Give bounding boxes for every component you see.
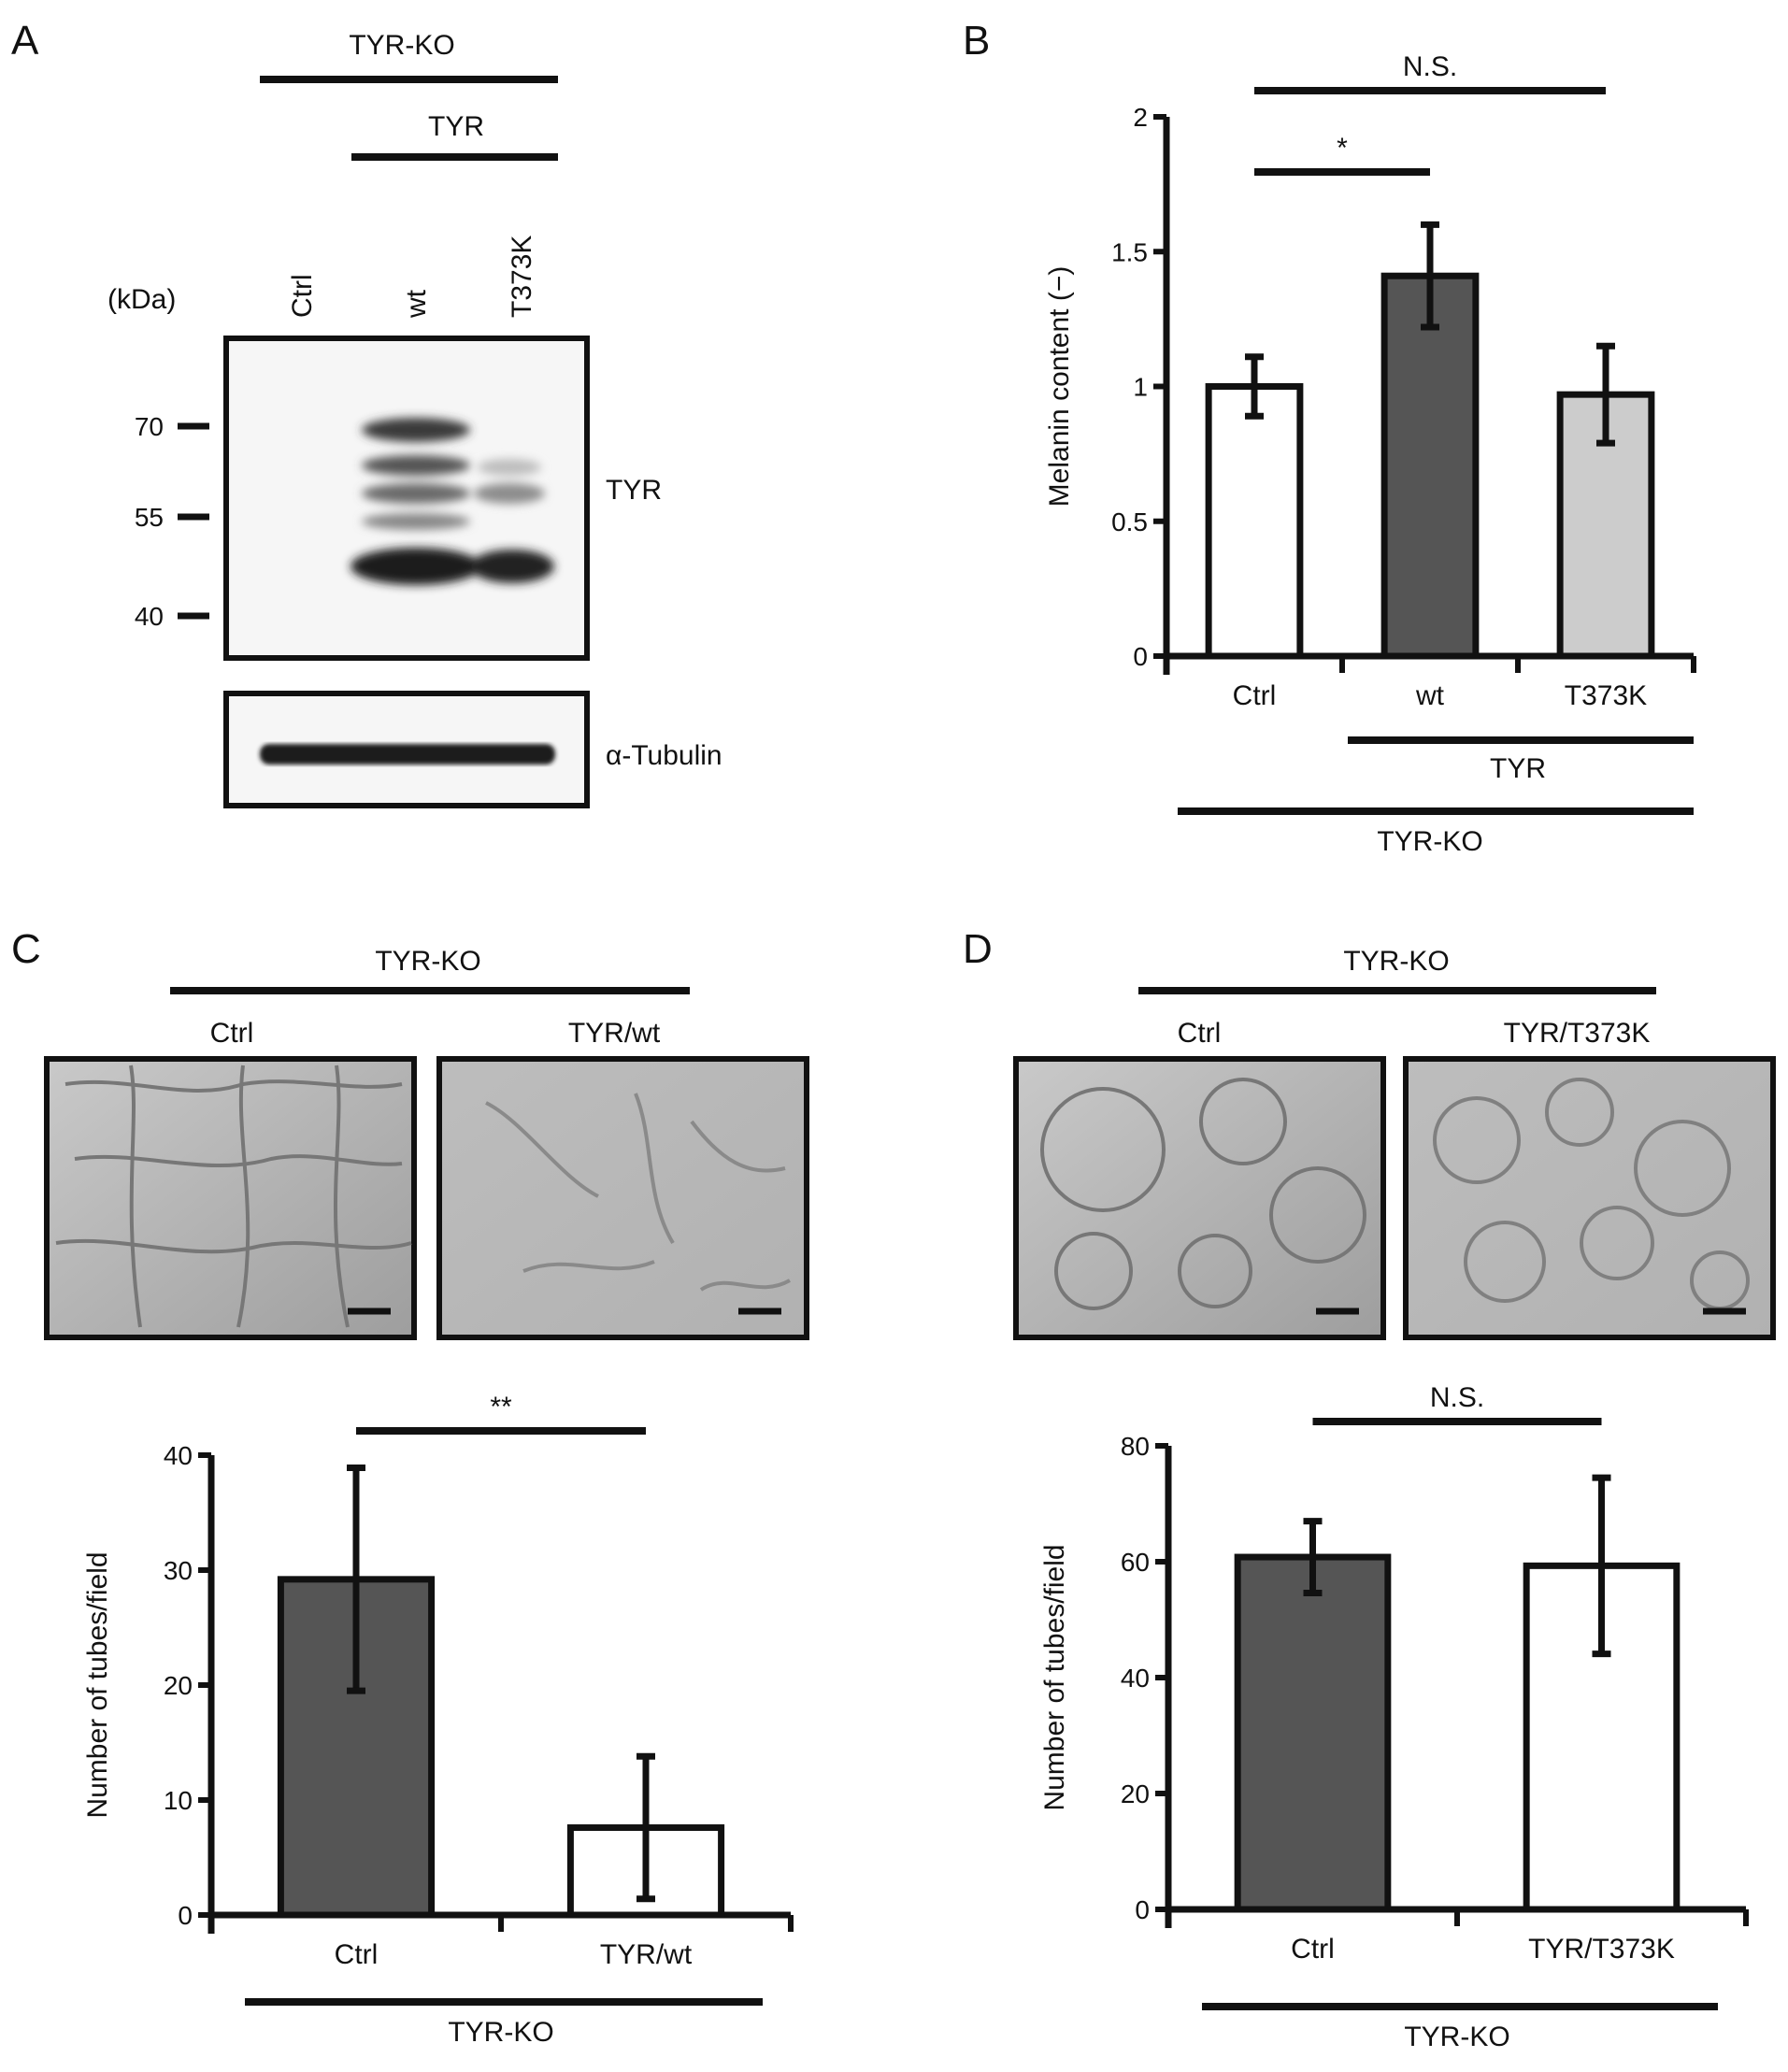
lane-label-wt: wt — [401, 289, 432, 319]
image-label-d-ctrl: Ctrl — [1178, 1018, 1222, 1049]
significance-label: ** — [490, 1392, 512, 1422]
category-label: Ctrl — [1233, 680, 1277, 711]
group-label-sub: TYR — [1490, 753, 1546, 784]
y-tick-label: 60 — [1121, 1548, 1150, 1577]
panel-letter-b: B — [963, 18, 990, 64]
y-tick-label: 1 — [1133, 373, 1148, 402]
y-tick-label: 0 — [1135, 1895, 1150, 1924]
bar — [1380, 272, 1480, 660]
panel-c: C TYR-KO Ctrl TYR/wt — [11, 926, 809, 2048]
micrograph-c-ctrl — [44, 1056, 417, 1340]
marker-label-55: 55 — [135, 503, 164, 532]
significance-label: N.S. — [1403, 51, 1457, 82]
tubulin-blot — [223, 691, 590, 808]
blot-label-tubulin: α-Tubulin — [606, 740, 722, 771]
y-tick-label: 40 — [164, 1441, 193, 1470]
chart-c: 0 10 20 30 40 Number of tubes/field Ctrl TYR/wt… — [82, 1392, 794, 2048]
panel-letter-c: C — [11, 926, 41, 972]
bar — [1205, 383, 1304, 660]
group-label-main: TYR-KO — [1377, 826, 1482, 857]
y-tick-label: 1.5 — [1111, 237, 1148, 266]
panel-letter-a: A — [11, 18, 39, 64]
group-label-tyr-ko: TYR-KO — [349, 30, 454, 61]
marker-label-70: 70 — [135, 412, 164, 441]
image-label-c-ctrl: Ctrl — [210, 1018, 254, 1049]
category-label: Ctrl — [1291, 1934, 1335, 1965]
category-label: wt — [1415, 680, 1445, 711]
y-axis-label: Number of tubes/field — [82, 1551, 113, 1818]
image-label-d-tyr-t373k: TYR/T373K — [1504, 1018, 1651, 1049]
marker-label-40: 40 — [135, 602, 164, 631]
panel-b: B 0 0.5 1 1.5 2 Melanin content (−) Ctrl wt T373… — [963, 18, 1696, 857]
chart-d: 0 20 40 60 80 Number of tubes/field Ctrl TYR/T3… — [1039, 1382, 1749, 2052]
y-tick-label: 2 — [1133, 103, 1148, 132]
bar — [1234, 1553, 1392, 1913]
y-axis-label: Number of tubes/field — [1039, 1544, 1070, 1810]
category-label: TYR/T373K — [1528, 1934, 1675, 1965]
group-label-main: TYR-KO — [1404, 2022, 1509, 2052]
group-label-tyr: TYR — [428, 111, 484, 142]
category-label: TYR/wt — [600, 1939, 693, 1970]
y-tick-label: 30 — [164, 1556, 193, 1585]
y-tick-label: 80 — [1121, 1432, 1150, 1461]
panel-a: A TYR-KO TYR (kDa) Ctrl wt T373K — [11, 18, 722, 808]
y-tick-label: 0.5 — [1111, 507, 1148, 536]
y-tick-label: 20 — [1121, 1779, 1150, 1808]
y-axis-label: Melanin content (−) — [1044, 266, 1075, 507]
lane-label-ctrl: Ctrl — [287, 274, 318, 318]
category-label: Ctrl — [335, 1939, 379, 1970]
y-tick-label: 0 — [178, 1901, 193, 1930]
micrograph-d-tyr-t373k — [1403, 1056, 1776, 1340]
y-tick-label: 10 — [164, 1786, 193, 1815]
group-label-main: TYR-KO — [448, 2017, 553, 2048]
blot-label-tyr: TYR — [606, 475, 662, 506]
significance-label: * — [1337, 133, 1348, 164]
group-label-d: TYR-KO — [1343, 946, 1449, 977]
lane-label-t373k: T373K — [507, 236, 537, 318]
y-tick-label: 0 — [1133, 642, 1148, 671]
micrograph-c-tyr-wt — [436, 1056, 809, 1340]
kda-label: (kDa) — [107, 284, 176, 315]
micrograph-d-ctrl — [1013, 1056, 1386, 1340]
panel-letter-d: D — [963, 926, 993, 972]
group-label-c: TYR-KO — [375, 946, 480, 977]
significance-label: N.S. — [1430, 1382, 1484, 1413]
tyr-blot — [223, 336, 590, 661]
panel-d: D TYR-KO Ctrl TYR/T373K — [963, 926, 1776, 2052]
chart-b: 0 0.5 1 1.5 2 Melanin content (−) Ctrl wt T373K *… — [1044, 51, 1696, 857]
category-label: T373K — [1565, 680, 1647, 711]
y-tick-label: 20 — [164, 1671, 193, 1700]
y-tick-label: 40 — [1121, 1664, 1150, 1693]
image-label-c-tyr-wt: TYR/wt — [568, 1018, 661, 1049]
